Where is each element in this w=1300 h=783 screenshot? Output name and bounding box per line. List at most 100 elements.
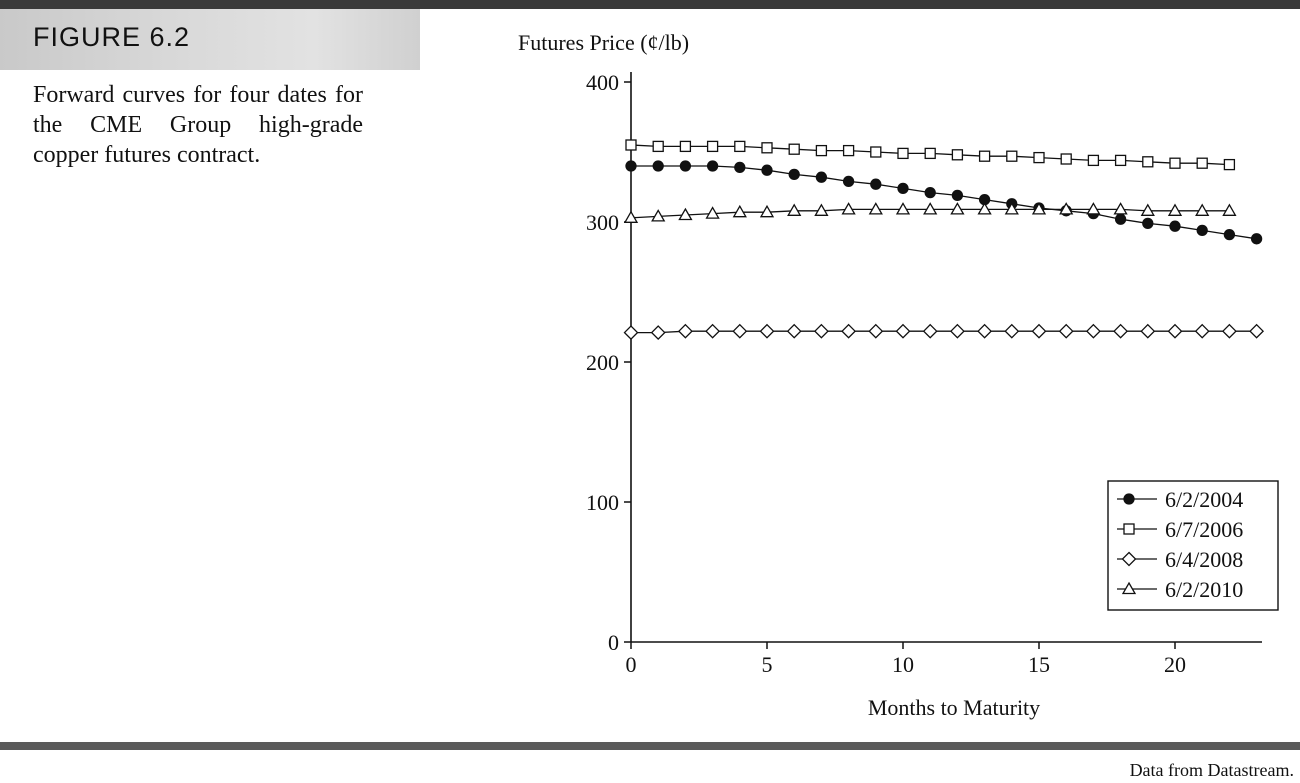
legend-label-3: 6/4/2008 (1165, 547, 1243, 572)
legend-item-3: 6/4/2008 (1117, 547, 1243, 572)
series-line-3 (631, 330, 1257, 334)
data-point-s1-0 (625, 160, 637, 172)
data-point-s3-0 (623, 325, 639, 341)
data-point-s2-16 (1060, 153, 1072, 165)
figure-label-box (0, 9, 420, 70)
data-point-s3-7 (813, 323, 829, 339)
data-point-s4-17 (1086, 202, 1101, 215)
data-point-s2-14 (1006, 150, 1018, 162)
data-point-s4-6 (787, 203, 802, 216)
data-point-s2-18 (1114, 154, 1127, 167)
series-1 (625, 160, 1263, 245)
data-point-s2-9 (870, 146, 882, 158)
data-point-s2-5 (761, 142, 773, 154)
data-point-s3-23 (1249, 323, 1265, 339)
data-point-s3-15 (1031, 323, 1047, 339)
data-point-s1-12 (951, 189, 964, 202)
data-point-s2-19 (1142, 156, 1154, 168)
series-4 (623, 202, 1237, 223)
y-tick-label-200: 200 (586, 350, 619, 375)
data-point-s3-13 (977, 323, 993, 339)
data-point-s1-21 (1196, 224, 1208, 237)
data-point-s2-15 (1033, 151, 1045, 164)
data-point-s2-10 (897, 147, 909, 160)
data-point-s4-13 (977, 202, 992, 215)
data-point-s3-9 (868, 323, 884, 339)
chart-ticks: 0 100 200 300 400 0 5 10 15 20 (586, 70, 1186, 677)
data-point-s3-17 (1085, 323, 1101, 339)
data-point-s3-2 (677, 323, 693, 339)
chart-series (623, 139, 1265, 341)
data-point-s3-4 (732, 323, 748, 339)
data-point-s3-16 (1058, 323, 1074, 339)
data-point-s4-5 (759, 204, 775, 218)
data-point-s2-6 (788, 143, 800, 155)
data-point-s3-5 (759, 323, 775, 339)
data-point-s4-3 (705, 206, 720, 219)
data-point-s1-4 (734, 161, 746, 174)
data-point-s3-18 (1113, 323, 1129, 339)
data-point-s3-11 (922, 323, 938, 339)
data-point-s3-6 (786, 323, 802, 339)
data-point-s4-8 (841, 202, 856, 215)
data-point-s3-12 (949, 323, 965, 339)
data-point-s1-1 (652, 160, 664, 172)
legend-marker-2 (1123, 523, 1135, 535)
data-point-s1-23 (1250, 233, 1263, 245)
data-point-s2-13 (978, 150, 991, 162)
data-point-s2-21 (1196, 157, 1208, 169)
y-axis-label: Futures Price (¢/lb) (518, 30, 689, 55)
data-point-s3-22 (1221, 323, 1237, 339)
legend-label-2: 6/7/2006 (1165, 517, 1243, 542)
data-point-s4-22 (1222, 203, 1237, 216)
data-point-s1-11 (924, 186, 936, 199)
data-point-s3-21 (1194, 323, 1210, 339)
data-point-s2-12 (951, 149, 964, 161)
data-point-s1-20 (1169, 220, 1181, 232)
data-point-s4-11 (923, 202, 938, 215)
data-point-s3-10 (895, 323, 911, 339)
data-point-s4-7 (814, 203, 829, 216)
legend-marker-3 (1121, 551, 1137, 567)
data-point-s3-19 (1140, 323, 1156, 339)
y-tick-label-300: 300 (586, 210, 619, 235)
legend-item-4: 6/2/2010 (1117, 577, 1243, 602)
data-point-s2-7 (815, 144, 828, 157)
x-tick-label-0: 0 (626, 652, 637, 677)
top-rule (0, 0, 1300, 9)
legend-item-2: 6/7/2006 (1117, 517, 1243, 542)
data-point-s4-12 (950, 202, 965, 215)
data-point-s2-11 (924, 147, 936, 160)
source-note: Data from Datastream. (1129, 760, 1294, 780)
x-tick-label-20: 20 (1164, 652, 1186, 677)
x-tick-label-5: 5 (762, 652, 773, 677)
y-tick-label-0: 0 (608, 630, 619, 655)
chart-legend: 6/2/2004 6/7/2006 6/4/2008 6/2/2010 (1107, 480, 1279, 611)
data-point-s4-9 (868, 202, 883, 215)
data-point-s2-4 (734, 140, 746, 153)
data-point-s3-1 (650, 325, 666, 341)
data-point-s4-10 (895, 202, 911, 215)
data-point-s1-6 (788, 168, 800, 181)
legend-marker-4 (1121, 581, 1137, 595)
data-point-s4-15 (1031, 202, 1047, 215)
data-point-s4-18 (1113, 202, 1128, 215)
data-point-s1-10 (897, 182, 909, 195)
data-point-s1-5 (761, 164, 773, 176)
data-point-s2-22 (1223, 158, 1236, 171)
series-3 (623, 323, 1265, 341)
legend-label-1: 6/2/2004 (1165, 487, 1243, 512)
data-point-s4-16 (1059, 202, 1074, 215)
data-point-s1-8 (842, 175, 855, 188)
data-point-s3-14 (1004, 323, 1020, 339)
data-point-s2-0 (625, 139, 637, 151)
figure-caption: Forward curves for four dates for the CM… (33, 82, 363, 168)
series-2 (625, 139, 1236, 171)
data-point-s4-2 (678, 207, 693, 221)
data-point-s2-2 (679, 140, 692, 153)
data-point-s1-3 (706, 160, 719, 172)
data-point-s3-3 (705, 323, 721, 339)
legend-marker-1 (1123, 493, 1135, 505)
x-tick-label-15: 15 (1028, 652, 1050, 677)
